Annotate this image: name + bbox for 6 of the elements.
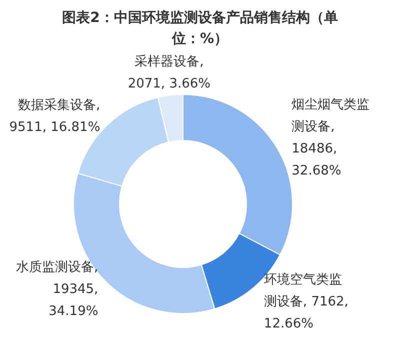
slice-label: 水质监测设备, 19345, 34.19% [16,260,98,319]
slice-label: 采样器设备, 2071, 3.66% [128,54,211,92]
slice-label: 环境空气类监测设备, 7162, 12.66% [264,271,348,332]
chart-title: 图表2：中国环境监测设备产品销售结构（单位：%） [61,8,339,49]
slice-label: 烟尘烟气类监测设备, 18486, 32.68% [292,98,370,179]
slice-label: 数据采集设备, 9511, 16.81% [9,98,100,135]
